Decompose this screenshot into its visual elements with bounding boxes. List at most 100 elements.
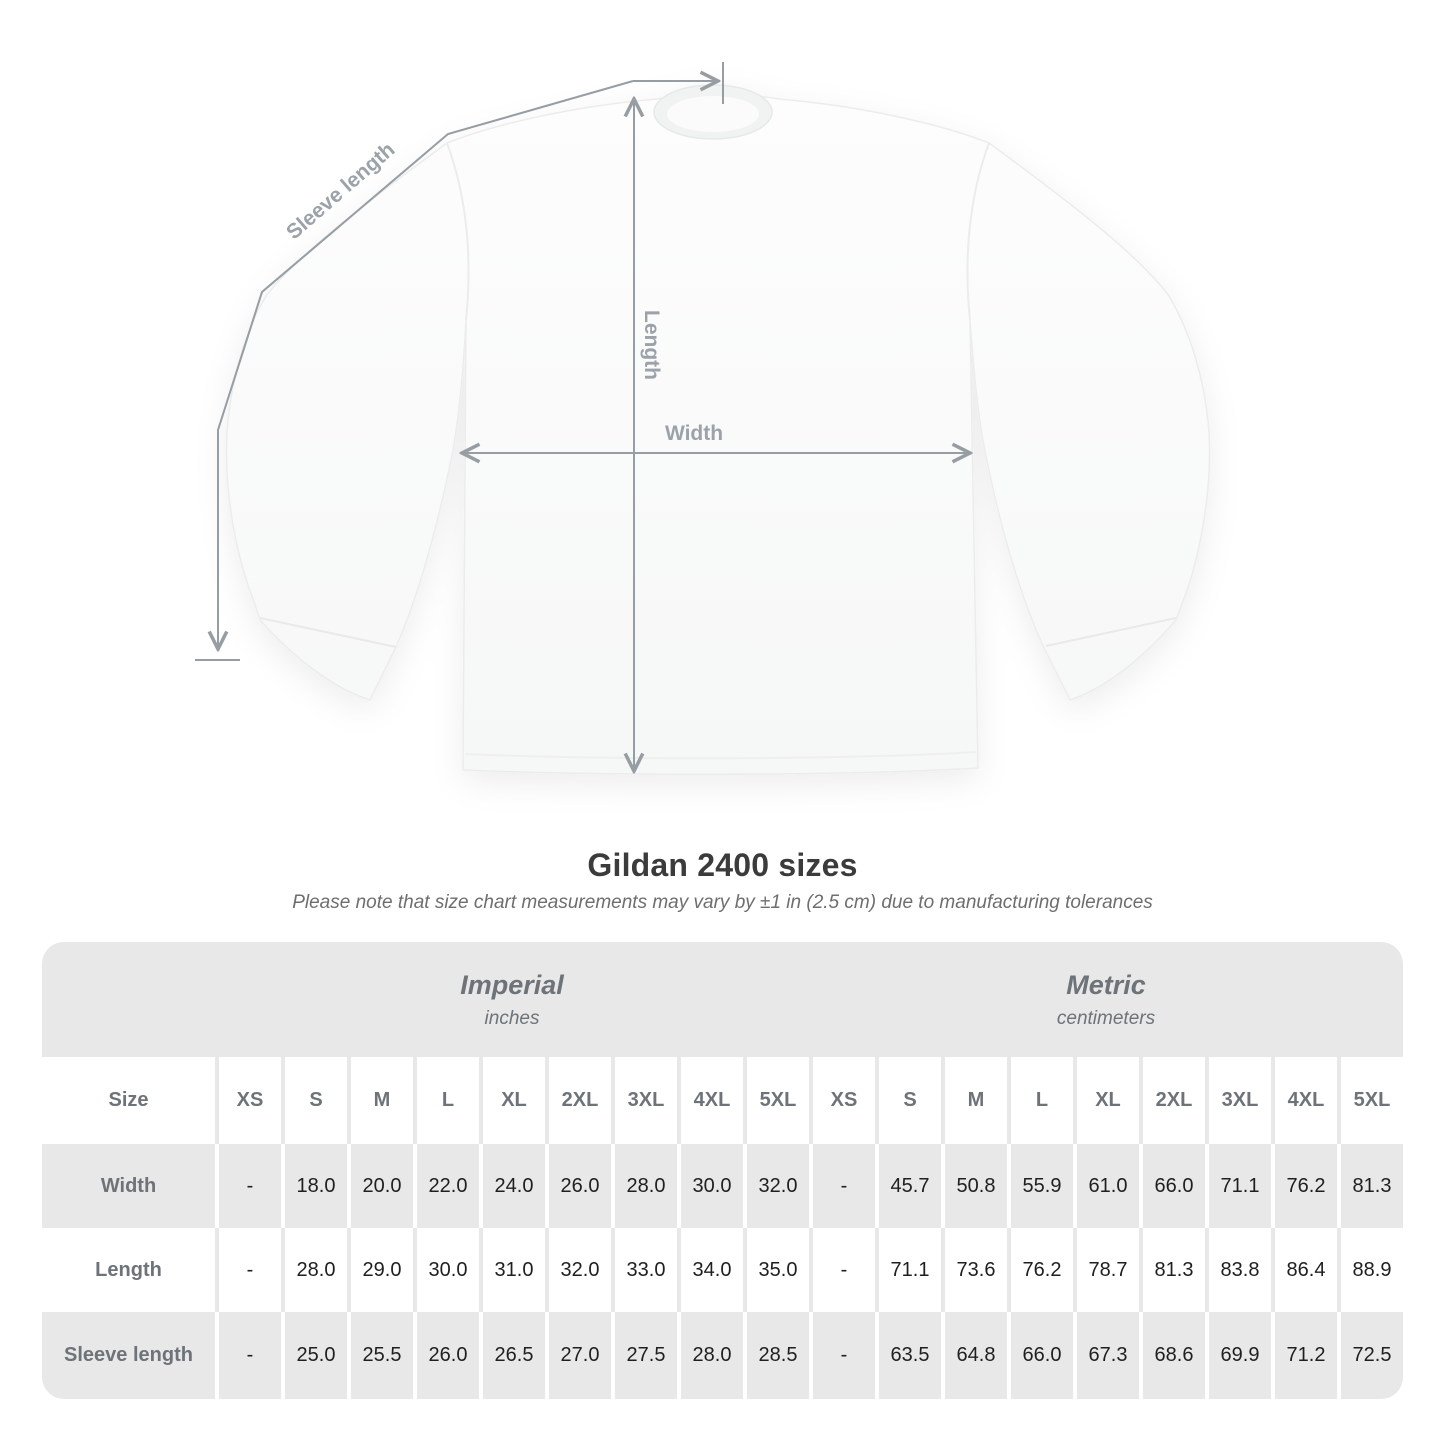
page-title: Gildan 2400 sizes — [587, 847, 858, 883]
shirt-diagram-svg: Sleeve length Length Width — [195, 62, 1211, 776]
size-header-cell: 4XL — [677, 1057, 743, 1144]
value-cell: 50.8 — [941, 1144, 1007, 1228]
left-shoulder-seam — [446, 142, 470, 321]
value-cell: 71.1 — [1205, 1144, 1271, 1228]
size-header-cell: M — [941, 1057, 1007, 1144]
size-header-cell: XS — [809, 1057, 875, 1144]
collar-inner — [667, 96, 759, 132]
value-cell: 66.0 — [1139, 1144, 1205, 1228]
value-cell: 68.6 — [1139, 1312, 1205, 1399]
metric-unit: centimeters — [1056, 1007, 1156, 1029]
size-header-cell: L — [413, 1057, 479, 1144]
value-cell: - — [809, 1228, 875, 1312]
size-header-cell: 5XL — [1337, 1057, 1403, 1144]
value-cell: 88.9 — [1337, 1228, 1403, 1312]
value-cell: 71.2 — [1271, 1312, 1337, 1399]
imperial-group-header: Imperial inches — [215, 942, 809, 1057]
measurement-row: Sleeve length -25.0 25.5 26.0 26.5 27.0 27.5 28… — [42, 1312, 1403, 1399]
size-header-cell: 2XL — [1139, 1057, 1205, 1144]
imperial-unit: inches — [484, 1007, 540, 1029]
value-cell: 33.0 — [611, 1228, 677, 1312]
value-cell: - — [215, 1144, 281, 1228]
size-header-cell: M — [347, 1057, 413, 1144]
row-label: Sleeve length — [64, 1344, 193, 1366]
group-header-spacer — [42, 942, 215, 1057]
value-cell: 73.6 — [941, 1228, 1007, 1312]
size-header-cell: 3XL — [611, 1057, 677, 1144]
value-cell: 66.0 — [1007, 1312, 1073, 1399]
size-header-cell: XS — [215, 1057, 281, 1144]
value-cell: 35.0 — [743, 1228, 809, 1312]
measurement-row: Width -18.0 20.0 22.0 24.0 26.0 28.0 30.0 32.0-4… — [42, 1144, 1403, 1228]
value-cell: 32.0 — [545, 1228, 611, 1312]
left-cuff-seam — [259, 617, 397, 648]
row-label: Width — [100, 1174, 157, 1197]
value-cell: 26.5 — [479, 1312, 545, 1399]
value-cell: 72.5 — [1337, 1312, 1403, 1399]
metric-label: Metric — [1066, 969, 1146, 1000]
value-cell: 63.5 — [875, 1312, 941, 1399]
value-cell: 76.2 — [1007, 1228, 1073, 1312]
value-cell: 29.0 — [347, 1228, 413, 1312]
value-cell: 64.8 — [941, 1312, 1007, 1399]
value-cell: - — [809, 1312, 875, 1399]
value-cell: 67.3 — [1073, 1312, 1139, 1399]
value-cell: 28.5 — [743, 1312, 809, 1399]
size-header-cell: 3XL — [1205, 1057, 1271, 1144]
value-cell: 27.5 — [611, 1312, 677, 1399]
shirt-measurement-diagram: Sleeve length Length Width — [195, 62, 1211, 776]
size-header-cell: 5XL — [743, 1057, 809, 1144]
right-shoulder-seam — [966, 142, 990, 321]
sleeve-length-dimension-line — [218, 80, 634, 648]
size-header-cell: S — [281, 1057, 347, 1144]
unit-group-header-row: Imperial inches Metric centimeters — [42, 942, 1403, 1057]
value-cell: 45.7 — [875, 1144, 941, 1228]
value-cell: 27.0 — [545, 1312, 611, 1399]
value-cell: 55.9 — [1007, 1144, 1073, 1228]
size-header-cell: XL — [1073, 1057, 1139, 1144]
dimension-lines — [195, 62, 969, 770]
value-cell: 31.0 — [479, 1228, 545, 1312]
value-cell: 32.0 — [743, 1144, 809, 1228]
size-header-row: Size XS S M L XL 2XL 3XL 4XL 5XL XS S M L XL 2XL 3XL 4XL… — [42, 1057, 1403, 1144]
value-cell: 18.0 — [281, 1144, 347, 1228]
shirt-illustration — [225, 84, 1211, 776]
metric-group-header: Metric centimeters — [809, 942, 1403, 1057]
size-header-cell: 4XL — [1271, 1057, 1337, 1144]
value-cell: 81.3 — [1139, 1228, 1205, 1312]
value-cell: 24.0 — [479, 1144, 545, 1228]
value-cell: 26.0 — [545, 1144, 611, 1228]
value-cell: 25.5 — [347, 1312, 413, 1399]
measurement-row: Length -28.0 29.0 30.0 31.0 32.0 33.0 34.0 35.0-… — [42, 1228, 1403, 1312]
value-cell: 86.4 — [1271, 1228, 1337, 1312]
size-header-cell: XL — [479, 1057, 545, 1144]
value-cell: 22.0 — [413, 1144, 479, 1228]
width-label: Width — [665, 422, 723, 445]
length-label: Length — [640, 310, 663, 380]
value-cell: 71.1 — [875, 1228, 941, 1312]
size-header-cell: 2XL — [545, 1057, 611, 1144]
value-cell: 25.0 — [281, 1312, 347, 1399]
value-cell: 69.9 — [1205, 1312, 1271, 1399]
size-column-header: Size — [108, 1089, 149, 1111]
value-cell: 30.0 — [413, 1228, 479, 1312]
value-cell: - — [809, 1144, 875, 1228]
value-cell: 28.0 — [677, 1312, 743, 1399]
tolerance-note: Please note that size chart measurements… — [292, 892, 1153, 913]
value-cell: 61.0 — [1073, 1144, 1139, 1228]
value-cell: 28.0 — [281, 1228, 347, 1312]
value-cell: 83.8 — [1205, 1228, 1271, 1312]
size-header-cell: S — [875, 1057, 941, 1144]
value-cell: 28.0 — [611, 1144, 677, 1228]
value-cell: 34.0 — [677, 1228, 743, 1312]
right-cuff-seam — [1045, 617, 1177, 647]
size-header-cell: L — [1007, 1057, 1073, 1144]
value-cell: - — [215, 1228, 281, 1312]
imperial-label: Imperial — [460, 969, 564, 1000]
value-cell: 26.0 — [413, 1312, 479, 1399]
value-cell: - — [215, 1312, 281, 1399]
hem-seam — [464, 751, 977, 760]
value-cell: 81.3 — [1337, 1144, 1403, 1228]
row-label: Length — [95, 1258, 162, 1281]
